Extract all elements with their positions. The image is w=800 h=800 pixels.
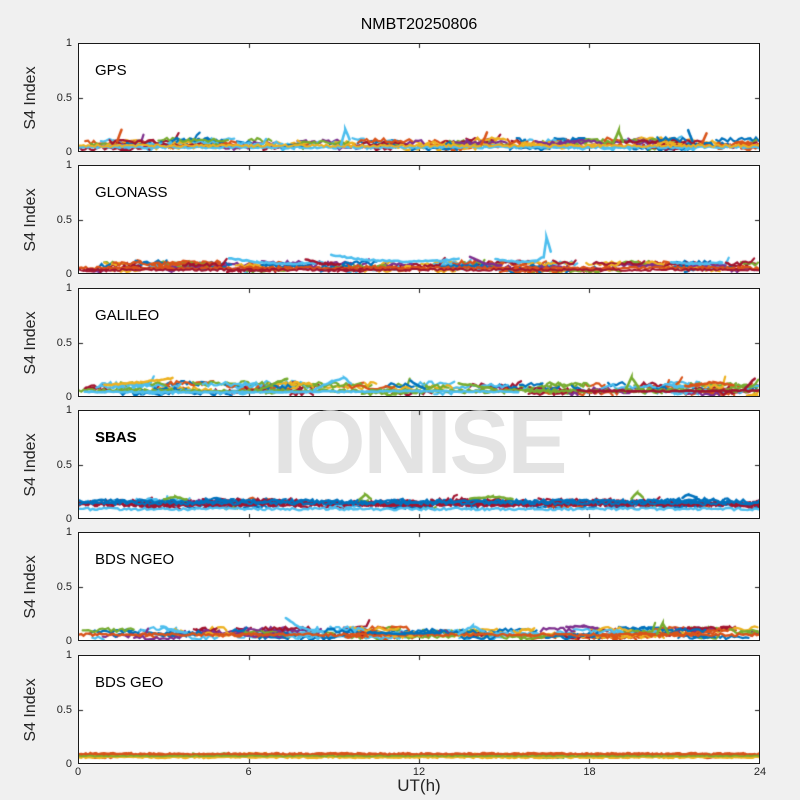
y-tick-label: 1: [65, 404, 72, 416]
y-axis-label: S4 Index: [22, 554, 39, 619]
y-tick-label: 0: [65, 513, 72, 525]
y-tick-label: 0.5: [56, 91, 72, 104]
panel-label-galileo: GALILEO: [95, 307, 160, 324]
panel-bds-ngeo: BDS NGEO: [78, 532, 760, 641]
y-tick-label: 1: [65, 282, 72, 294]
x-tick-label: 24: [753, 766, 767, 778]
y-axis-label: S4 Index: [22, 187, 39, 252]
panel-canvas-glonass: [79, 166, 759, 273]
y-tick-label: 0.5: [56, 458, 72, 471]
panel-galileo: GALILEO: [78, 288, 760, 397]
y-tick-label: 0: [65, 268, 72, 280]
x-tick-label: 12: [412, 766, 426, 778]
panel-canvas-galileo: [79, 289, 759, 396]
chart-title: NMBT20250806: [360, 16, 478, 33]
y-tick-label: 0: [65, 391, 72, 403]
y-tick-label: 0.5: [56, 213, 72, 226]
y-tick-label: 0: [65, 635, 72, 647]
y-tick-label: 0: [65, 146, 72, 158]
y-tick-label: 1: [65, 526, 72, 538]
panel-gps: GPS: [78, 43, 760, 152]
y-tick-label: 0.5: [56, 703, 72, 716]
y-axis-label: S4 Index: [22, 310, 39, 375]
y-tick-label: 1: [65, 159, 72, 171]
panel-label-bds-geo: BDS GEO: [95, 674, 164, 691]
y-tick-label: 0: [65, 758, 72, 770]
panel-label-sbas: SBAS: [95, 429, 137, 446]
x-tick-label: 0: [74, 766, 82, 778]
panel-canvas-bds-geo: [79, 656, 759, 763]
panel-canvas-gps: [79, 44, 759, 151]
panel-label-glonass: GLONASS: [95, 184, 168, 201]
panel-label-gps: GPS: [95, 62, 127, 79]
y-axis-label: S4 Index: [22, 677, 39, 742]
y-tick-label: 0.5: [56, 336, 72, 349]
y-axis-label: S4 Index: [22, 65, 39, 130]
panel-bds-geo: BDS GEO: [78, 655, 760, 764]
y-tick-label: 1: [65, 649, 72, 661]
y-tick-label: 1: [65, 37, 72, 49]
panel-label-bds-ngeo: BDS NGEO: [95, 551, 175, 568]
panel-glonass: GLONASS: [78, 165, 760, 274]
x-tick-label: 6: [245, 766, 252, 778]
panel-canvas-sbas: [79, 411, 759, 518]
panel-sbas: IONISESBAS: [78, 398, 760, 519]
x-axis-label: UT(h): [397, 776, 441, 795]
x-tick-label: 18: [583, 766, 596, 778]
y-axis-label: S4 Index: [22, 432, 39, 497]
y-tick-label: 0.5: [56, 580, 72, 593]
panel-canvas-bds-ngeo: [79, 533, 759, 640]
